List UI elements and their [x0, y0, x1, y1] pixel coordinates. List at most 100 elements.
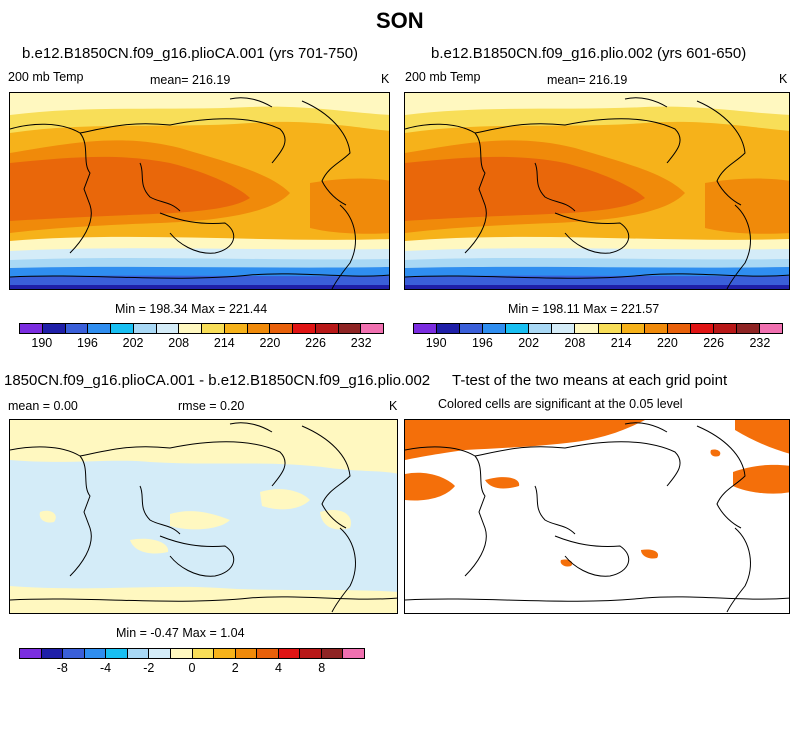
colorbar-segment [133, 324, 157, 333]
colorbar-label: 226 [703, 336, 725, 350]
colorbar-segment [235, 649, 258, 658]
colorbar-segment [127, 649, 150, 658]
colorbar-segment [338, 324, 362, 333]
colorbar-segment [111, 324, 134, 333]
panel2-minmax: Min = 198.11 Max = 221.57 [508, 302, 660, 316]
colorbar-label: 220 [656, 336, 678, 350]
colorbar-segment [20, 324, 43, 333]
colorbar-segment [214, 649, 236, 658]
colorbar-segment [270, 324, 293, 333]
colorbar-label: -4 [99, 661, 112, 675]
colorbar-segment [88, 324, 111, 333]
colorbar-segment [460, 324, 484, 333]
colorbar-label: 208 [168, 336, 190, 350]
panel3-minmax: Min = -0.47 Max = 1.04 [116, 626, 245, 640]
colorbar-segment [552, 324, 576, 333]
panel3-mean: mean = 0.00 [8, 399, 78, 413]
colorbar-label: 2 [231, 661, 239, 675]
colorbar-segment [106, 649, 128, 658]
colorbar-segment [343, 649, 364, 658]
panel2-variable: 200 mb Temp [405, 70, 481, 84]
panel1-title: b.e12.B1850CN.f09_g16.plioCA.001 (yrs 70… [22, 45, 359, 62]
colorbar-label: 214 [610, 336, 632, 350]
colorbar-segment [690, 324, 714, 333]
colorbar-segment [65, 324, 89, 333]
colorbar-label: -2 [143, 661, 155, 675]
colorbar-segment [644, 324, 668, 333]
colorbar-segment [598, 324, 622, 333]
colorbar-segment [84, 649, 107, 658]
panel3-map [9, 419, 398, 614]
panel1-variable: 200 mb Temp [8, 70, 84, 84]
panel2-title: b.e12.B1850CN.f09_g16.plio.002 (yrs 601-… [431, 45, 747, 62]
significant-cells [405, 420, 789, 567]
colorbar-segment [202, 324, 225, 333]
colorbar-label: 190 [31, 336, 53, 350]
colorbar-segment [247, 324, 271, 333]
colorbar-segment [156, 324, 180, 333]
panel1-units: K [381, 72, 390, 86]
colorbar-segment [667, 324, 691, 333]
colorbar-segment [483, 324, 507, 333]
colorbar-label: 190 [425, 336, 447, 350]
colorbar-segment [759, 324, 782, 333]
colorbar-label: 232 [350, 336, 372, 350]
panel2-mean: mean= 216.19 [547, 73, 628, 87]
colorbar-segment [179, 324, 202, 333]
colorbar-label: 196 [77, 336, 98, 350]
colorbar-segment [361, 324, 383, 333]
panel2-units: K [779, 72, 788, 86]
panel4-subtitle: Colored cells are significant at the 0.0… [438, 397, 683, 411]
colorbar-label: 4 [275, 661, 282, 675]
colorbar-segment [224, 324, 248, 333]
colorbar-segment [414, 324, 438, 333]
colorbar-segment [20, 649, 42, 658]
colorbar-segment [506, 324, 530, 333]
colorbar-segment [437, 324, 461, 333]
colorbar-segment [41, 649, 64, 658]
colorbar-segment [192, 649, 215, 658]
figure-title: SON [376, 8, 424, 33]
colorbar-segment [315, 324, 339, 333]
panel1-minmax: Min = 198.34 Max = 221.44 [115, 302, 268, 316]
colorbar-label: -8 [56, 661, 68, 675]
colorbar-segment [170, 649, 193, 658]
colorbar-label: 208 [564, 336, 586, 350]
panel2-colorbar [413, 323, 783, 334]
panel4-title: T-test of the two means at each grid poi… [452, 372, 728, 389]
colorbar-segment [575, 324, 599, 333]
colorbar-segment [257, 649, 279, 658]
colorbar-segment [63, 649, 85, 658]
colorbar-label: 232 [749, 336, 771, 350]
colorbar-segment [529, 324, 553, 333]
colorbar-segment [278, 649, 301, 658]
panel1-colorbar-labels: 190 196 202 208 214 220 226 232 [19, 336, 384, 352]
colorbar-label: 214 [213, 336, 235, 350]
panel2-colorbar-labels: 190 196 202 208 214 220 226 232 [413, 336, 783, 352]
panel3-units: K [389, 399, 398, 413]
panel3-rmse: rmse = 0.20 [178, 399, 245, 413]
panel1-mean: mean= 216.19 [150, 73, 231, 87]
panel2-map [404, 92, 790, 290]
colorbar-label: 220 [259, 336, 281, 350]
colorbar-segment [149, 649, 171, 658]
panel1-colorbar [19, 323, 384, 334]
panel1-map [9, 92, 390, 290]
colorbar-segment [42, 324, 66, 333]
panel3-title: 1850CN.f09_g16.plioCA.001 - b.e12.B1850C… [4, 372, 431, 389]
colorbar-label: 196 [471, 336, 493, 350]
colorbar-segment [300, 649, 322, 658]
colorbar-segment [621, 324, 645, 333]
colorbar-label: 202 [122, 336, 144, 350]
colorbar-label: 202 [518, 336, 540, 350]
colorbar-label: 226 [305, 336, 326, 350]
panel3-colorbar-labels: -8 -4 -2 0 2 4 8 [19, 661, 365, 677]
panel3-colorbar [19, 648, 365, 659]
colorbar-segment [713, 324, 737, 333]
colorbar-segment [736, 324, 760, 333]
panel4-map [404, 419, 790, 614]
colorbar-segment [293, 324, 316, 333]
colorbar-segment [321, 649, 344, 658]
colorbar-label: 0 [188, 661, 196, 675]
colorbar-label: 8 [318, 661, 326, 675]
